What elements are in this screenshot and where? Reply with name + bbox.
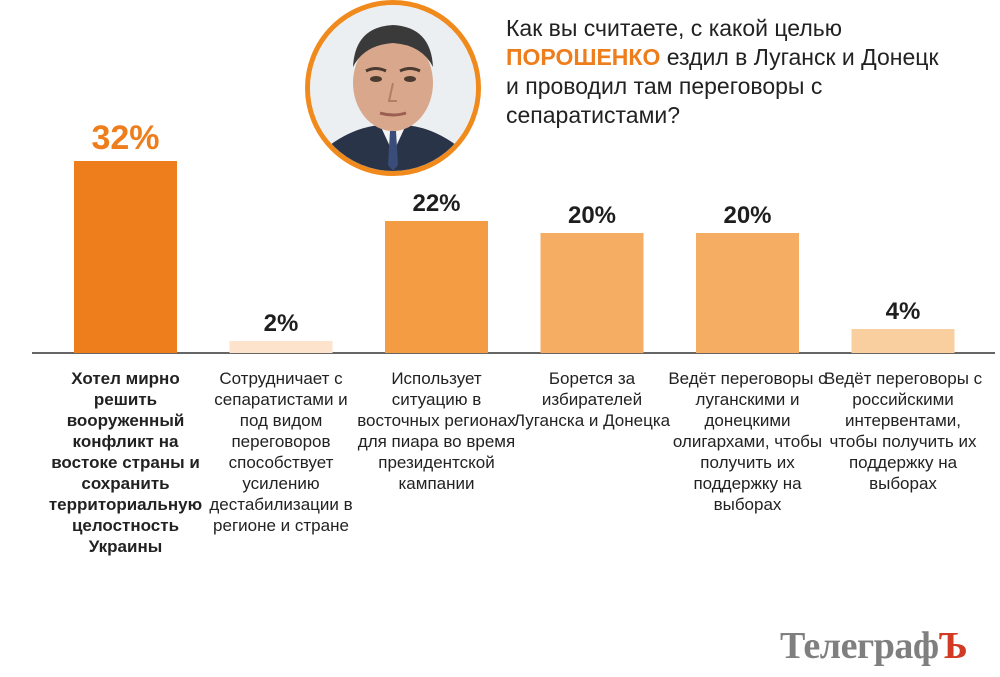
value-label-5: 20% (723, 202, 772, 229)
category-label-3: Использует ситуацию в восточных регионах… (357, 369, 516, 493)
telegraf-logo: ТелеграфЪ (780, 625, 968, 667)
category-label-4: Борется за избирателей Луганска и Донецк… (513, 369, 671, 430)
bar-3 (385, 221, 488, 353)
value-label-3: 22% (412, 190, 461, 217)
bar-2 (229, 341, 333, 353)
poll-question: Как вы считаете, с какой целью ПОРОШЕНКО… (506, 14, 946, 130)
bar-6 (851, 329, 955, 353)
value-label-2: 2% (263, 310, 299, 337)
value-label-1: 32% (91, 119, 160, 157)
question-text-end: ездил в Луганск и Донецк и проводил там … (506, 44, 939, 128)
bar-5 (696, 233, 799, 353)
category-label-6: Ведёт переговоры с российскими интервент… (823, 369, 983, 493)
value-label-6: 4% (885, 298, 921, 325)
question-highlight: ПОРОШЕНКО (506, 44, 661, 70)
bar-1 (74, 161, 177, 353)
question-text-start: Как вы считаете, с какой целью (506, 15, 842, 41)
portrait-photo (305, 0, 481, 176)
bar-4 (540, 233, 644, 353)
category-label-1: Хотел мирно решить вооруженный конфликт … (48, 369, 203, 556)
value-label-4: 20% (567, 202, 617, 229)
category-label-5: Ведёт переговоры с луганскими и донецким… (668, 369, 827, 514)
category-label-2: Сотрудничает с сепаратистами и под видом… (209, 369, 353, 535)
